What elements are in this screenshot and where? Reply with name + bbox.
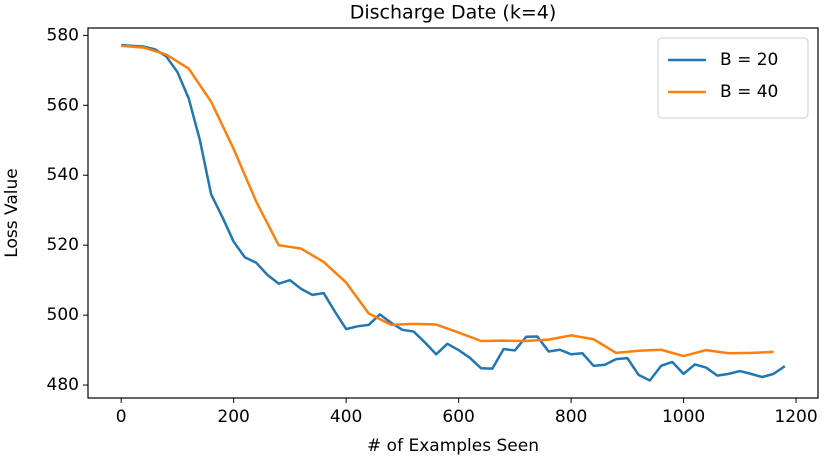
x-tick-label: 0 [116, 407, 127, 427]
series-line [121, 44, 774, 358]
y-tick-label: 540 [47, 165, 79, 185]
y-tick-label: 480 [47, 375, 79, 395]
legend-label: B = 20 [720, 50, 778, 70]
y-axis-label: Loss Value [2, 168, 22, 257]
x-tick-label: 1200 [774, 407, 817, 427]
legend-box [657, 37, 809, 119]
x-tick-label: 400 [330, 407, 362, 427]
y-tick-label: 580 [47, 25, 79, 45]
chart-title: Discharge Date (k=4) [350, 2, 557, 24]
x-tick-label: 1000 [662, 407, 705, 427]
x-tick-label: 200 [217, 407, 249, 427]
x-tick-label: 800 [555, 407, 587, 427]
plot-frame [87, 27, 819, 399]
series-line [121, 43, 786, 382]
y-tick-label: 500 [47, 305, 79, 325]
legend-label: B = 40 [720, 82, 778, 102]
x-tick-label: 600 [442, 407, 474, 427]
y-tick-label: 560 [47, 95, 79, 115]
x-axis-label: # of Examples Seen [367, 436, 539, 456]
y-tick-label: 520 [47, 235, 79, 255]
